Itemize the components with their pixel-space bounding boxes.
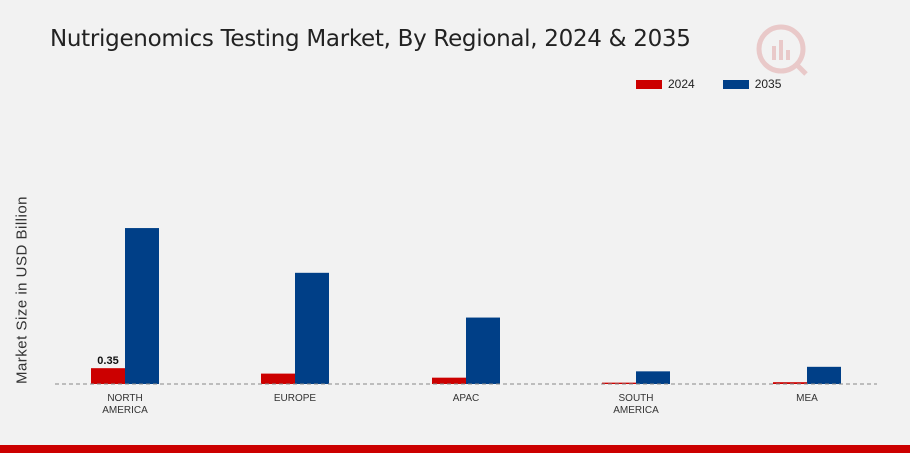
bar-2035-europe: [295, 272, 329, 384]
x-tick-label-mea: MEA: [796, 393, 818, 404]
chart-logo-icon: [756, 24, 808, 76]
bar-2035-south-america: [636, 371, 670, 384]
bar-2024-apac: [432, 377, 466, 384]
legend: 2024 2035: [636, 77, 799, 91]
chart-title: Nutrigenomics Testing Market, By Regiona…: [50, 26, 691, 52]
bar-2024-north-america: [91, 368, 125, 384]
legend-label-2035: 2035: [754, 77, 782, 91]
bar-2024-europe: [261, 373, 295, 384]
bar-2024-mea: [773, 382, 807, 384]
legend-swatch-2035: [722, 79, 749, 89]
bars-layer: [91, 228, 841, 384]
x-tick-label-south-america: SOUTH AMERICA: [613, 393, 659, 416]
bar-2024-south-america: [602, 382, 636, 384]
bottom-accent-bar: [0, 445, 910, 453]
x-tick-label-apac: APAC: [453, 393, 480, 404]
x-tick-label-europe: EUROPE: [274, 393, 317, 404]
labels-layer: NORTH AMERICA EUROPE APAC SOUTH AMERICA MEA 0.3…: [97, 355, 818, 416]
bar-2035-north-america: [125, 228, 159, 384]
data-label-2024-0: 0.35: [97, 355, 118, 367]
legend-label-2024: 2024: [668, 77, 695, 91]
x-tick-label-north-america: NORTH AMERICA: [102, 393, 148, 416]
legend-item-2024: 2024: [636, 77, 695, 91]
legend-item-2035: 2035: [722, 77, 782, 91]
legend-swatch-2024: [636, 79, 662, 89]
bar-2035-apac: [466, 317, 500, 384]
bar-2035-mea: [807, 366, 841, 384]
